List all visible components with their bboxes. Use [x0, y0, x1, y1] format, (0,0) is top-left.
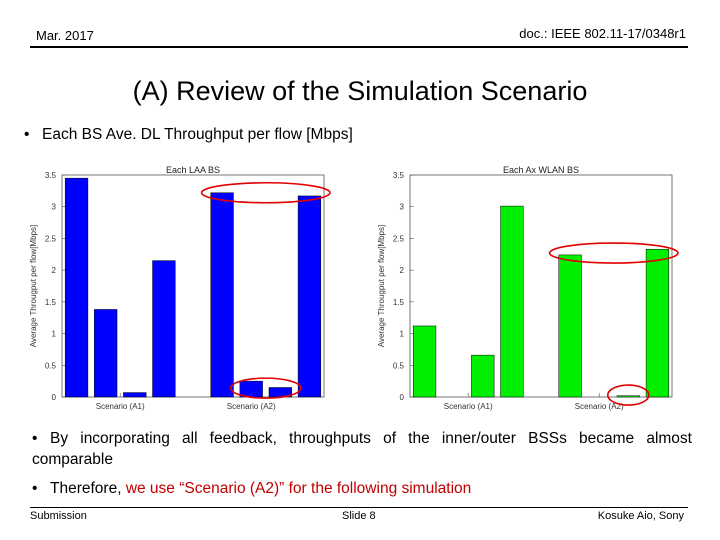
bar — [94, 309, 118, 398]
bullet-prefix: Therefore, — [50, 480, 126, 497]
y-tick-label: 1.5 — [393, 298, 405, 307]
x-tick-label: Scenario (A1) — [444, 402, 493, 411]
chart-laa: 0 0.5 1 1.5 2 2.5 3 3.5 Scenario (A1) Scenario (A… — [29, 165, 331, 411]
bar — [645, 248, 670, 398]
highlight-ellipse — [229, 377, 302, 399]
x-tick-label: Scenario (A2) — [227, 402, 276, 411]
x-tick-label: Scenario (A1) — [96, 402, 145, 411]
highlight-ellipse — [200, 181, 331, 204]
bullet-throughput: • Each BS Ave. DL Throughput per flow [Mb… — [24, 126, 353, 144]
y-tick-label: 1.5 — [45, 298, 57, 307]
bar — [616, 395, 640, 398]
header-rule — [30, 46, 688, 48]
y-tick-label: 3.5 — [45, 171, 57, 180]
x-tick-label: Scenario (A2) — [575, 402, 624, 411]
bar — [500, 205, 524, 398]
y-tick-label: 3.5 — [393, 171, 405, 180]
y-axis-label: Average Througput per flow[Mbps] — [377, 225, 386, 347]
footer-rule — [30, 507, 688, 508]
bullet-text: Each BS Ave. DL Throughput per flow [Mbp… — [42, 126, 353, 143]
y-tick-label: 0.5 — [45, 361, 57, 370]
y-tick-label: 2.5 — [393, 234, 405, 243]
y-axis-label: Average Througput per flow[Mbps] — [29, 225, 38, 347]
bar — [64, 177, 89, 398]
y-tick-label: 2 — [52, 266, 57, 275]
bar — [297, 195, 322, 398]
header-doc-id: doc.: IEEE 802.11-17/0348r1 — [519, 26, 686, 41]
bullet-dot: • — [24, 126, 30, 143]
footer-author: Kosuke Aio, Sony — [597, 510, 684, 522]
y-tick-label: 2 — [400, 266, 405, 275]
bullet-dot: • — [32, 430, 38, 447]
y-tick-label: 3 — [52, 203, 57, 212]
y-tick-label: 2.5 — [45, 234, 57, 243]
header-date: Mar. 2017 — [36, 28, 94, 43]
bar — [471, 354, 495, 398]
chart-wlan: 0 0.5 1 1.5 2 2.5 3 3.5 Scenario (A1) Scenario (A… — [377, 165, 679, 411]
chart-title: Each LAA BS — [166, 165, 220, 175]
highlight-ellipse — [548, 242, 679, 264]
slide-title: (A) Review of the Simulation Scenario — [132, 76, 588, 106]
highlight-ellipse — [606, 384, 650, 406]
bar — [412, 325, 437, 398]
y-tick-label: 1 — [400, 330, 405, 339]
chart-title: Each Ax WLAN BS — [503, 165, 579, 175]
bullet-text: By incorporating all feedback, throughpu… — [32, 430, 692, 468]
bar — [558, 254, 582, 398]
footer-slide-number: Slide 8 — [342, 510, 376, 522]
y-tick-label: 3 — [400, 203, 405, 212]
y-tick-label: 0 — [400, 393, 405, 402]
bullet-conclusion: • Therefore, we use “Scenario (A2)” for t… — [32, 480, 471, 498]
bullet-feedback: • By incorporating all feedback, throughp… — [32, 428, 692, 470]
bullet-highlight: we use “Scenario (A2)” for the following… — [125, 480, 472, 497]
y-tick-label: 0.5 — [393, 361, 405, 370]
y-tick-label: 1 — [52, 330, 57, 339]
y-tick-label: 0 — [52, 393, 57, 402]
bar — [123, 392, 147, 398]
bar — [210, 192, 234, 398]
bullet-dot: • — [32, 480, 38, 497]
bar — [152, 260, 176, 398]
plot-frame — [409, 174, 673, 398]
footer-submission: Submission — [30, 510, 87, 522]
